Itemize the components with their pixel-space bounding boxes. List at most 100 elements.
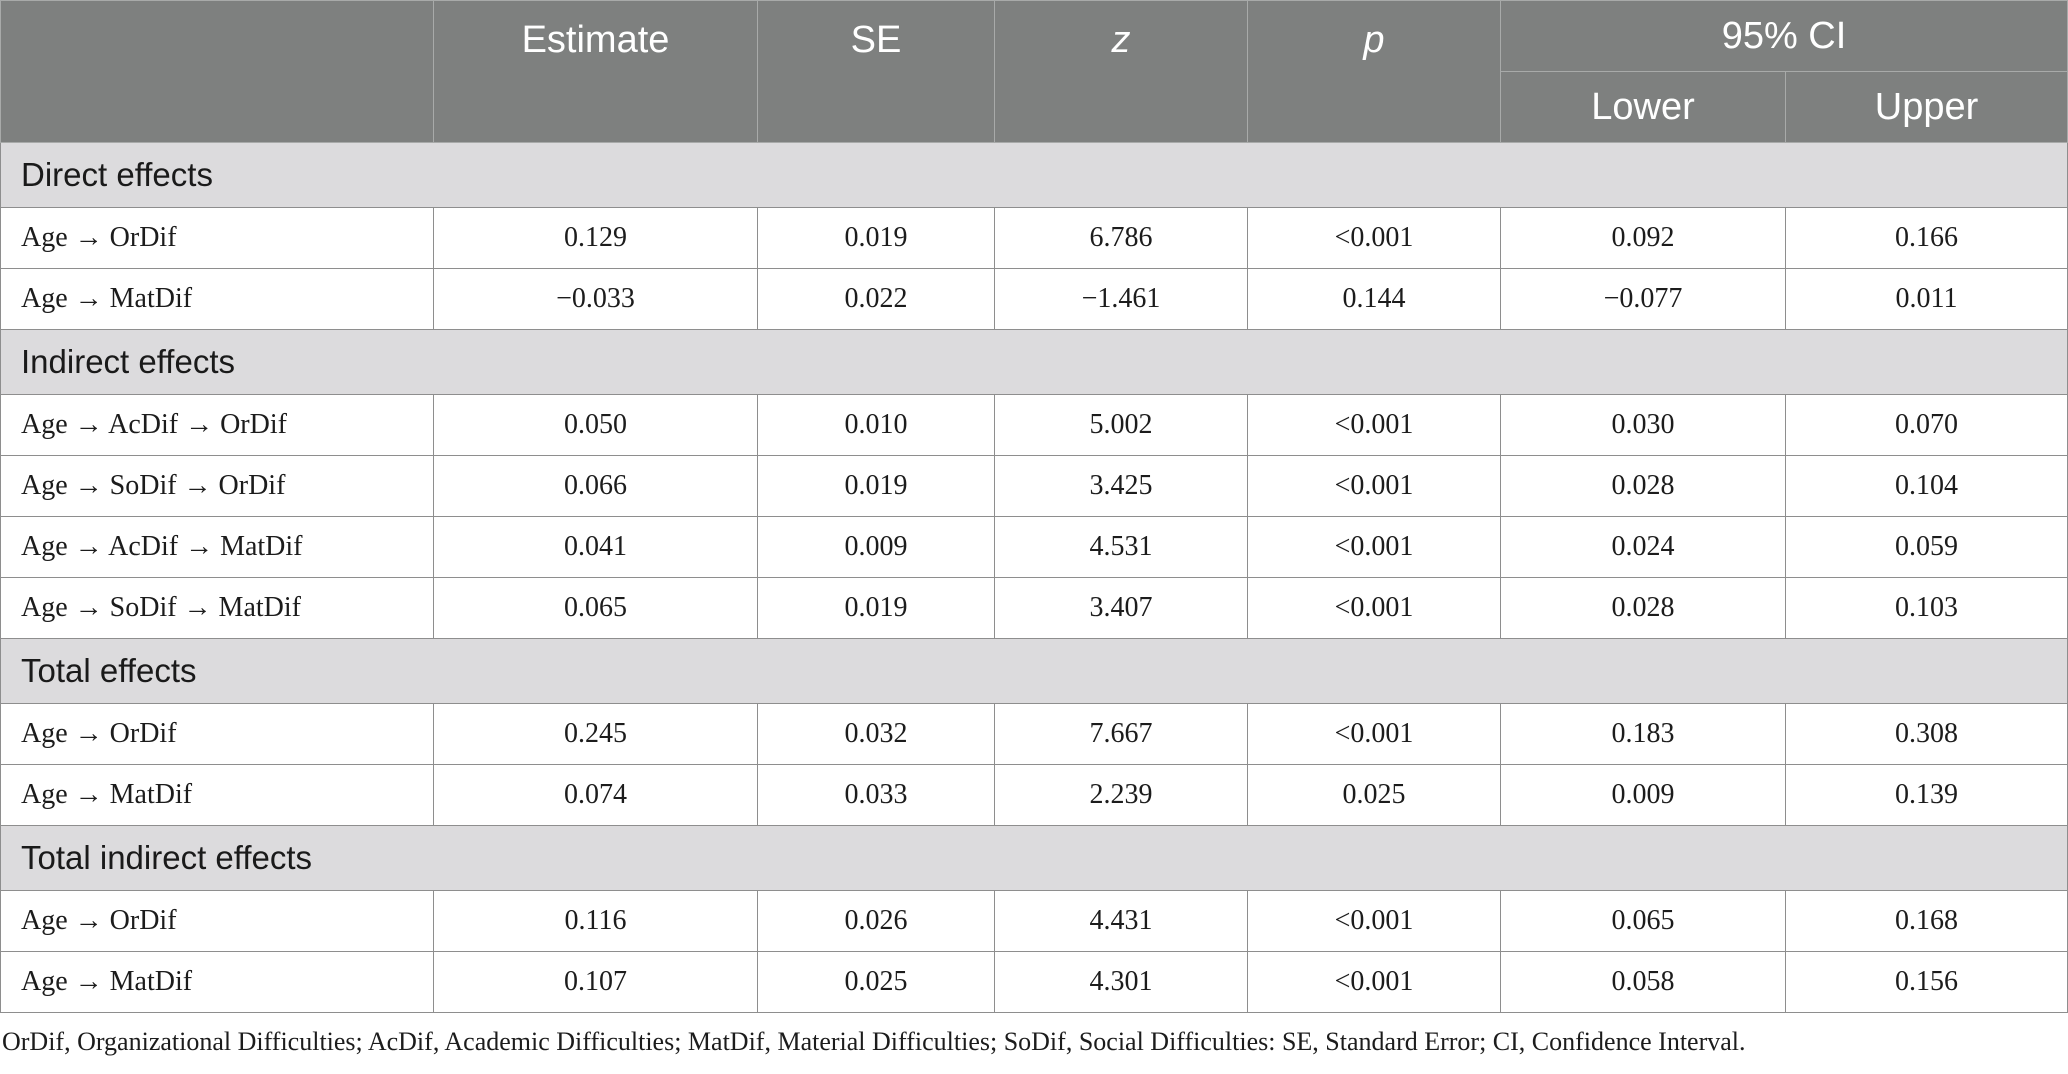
cell-z: 2.239: [994, 764, 1248, 826]
cell-upper: 0.139: [1785, 764, 2068, 826]
cell-lower: −0.077: [1500, 268, 1786, 330]
header-ci-group: 95% CI: [1500, 0, 2068, 72]
cell-upper: 0.070: [1785, 394, 2068, 456]
header-blank-cell: [0, 0, 434, 143]
section-title: Direct effects: [0, 142, 2068, 208]
cell-estimate: 0.050: [433, 394, 758, 456]
row-label: Age → MatDif: [0, 268, 434, 330]
header-se: SE: [757, 0, 995, 143]
table-row: Age → OrDif 0.245 0.032 7.667 <0.001 0.183 0.3…: [0, 703, 2068, 765]
cell-p: 0.144: [1247, 268, 1501, 330]
cell-se: 0.019: [757, 455, 995, 517]
cell-z: 6.786: [994, 207, 1248, 269]
cell-se: 0.032: [757, 703, 995, 765]
row-label: Age → AcDif → MatDif: [0, 516, 434, 578]
section-header-row: Total indirect effects: [0, 825, 2068, 891]
cell-estimate: 0.116: [433, 890, 758, 952]
cell-upper: 0.168: [1785, 890, 2068, 952]
row-label: Age → SoDif → OrDif: [0, 455, 434, 517]
header-ci-upper: Upper: [1785, 71, 2068, 143]
cell-estimate: 0.041: [433, 516, 758, 578]
row-label: Age → OrDif: [0, 703, 434, 765]
cell-se: 0.010: [757, 394, 995, 456]
section-header-row: Total effects: [0, 638, 2068, 704]
cell-lower: 0.009: [1500, 764, 1786, 826]
cell-lower: 0.024: [1500, 516, 1786, 578]
cell-lower: 0.065: [1500, 890, 1786, 952]
table-row: Age → AcDif → OrDif 0.050 0.010 5.002 <0.001…: [0, 394, 2068, 456]
row-label: Age → SoDif → MatDif: [0, 577, 434, 639]
cell-z: 5.002: [994, 394, 1248, 456]
table-row: Age → OrDif 0.116 0.026 4.431 <0.001 0.065 0.1…: [0, 890, 2068, 952]
cell-se: 0.022: [757, 268, 995, 330]
cell-p: <0.001: [1247, 890, 1501, 952]
cell-upper: 0.103: [1785, 577, 2068, 639]
cell-se: 0.025: [757, 951, 995, 1013]
table-row: Age → SoDif → OrDif 0.066 0.019 3.425 <0.001…: [0, 455, 2068, 517]
section-title: Indirect effects: [0, 329, 2068, 395]
section-header-row: Indirect effects: [0, 329, 2068, 395]
cell-p: 0.025: [1247, 764, 1501, 826]
cell-estimate: −0.033: [433, 268, 758, 330]
table-row: Age → AcDif → MatDif 0.041 0.009 4.531 <0.00…: [0, 516, 2068, 578]
cell-p: <0.001: [1247, 207, 1501, 269]
cell-p: <0.001: [1247, 516, 1501, 578]
cell-upper: 0.156: [1785, 951, 2068, 1013]
section-header-row: Direct effects: [0, 142, 2068, 208]
cell-lower: 0.030: [1500, 394, 1786, 456]
cell-upper: 0.308: [1785, 703, 2068, 765]
cell-lower: 0.092: [1500, 207, 1786, 269]
cell-z: −1.461: [994, 268, 1248, 330]
cell-upper: 0.104: [1785, 455, 2068, 517]
cell-se: 0.033: [757, 764, 995, 826]
cell-se: 0.019: [757, 577, 995, 639]
table-footnote: OrDif, Organizational Difficulties; AcDi…: [2, 1027, 1746, 1056]
header-estimate: Estimate: [433, 0, 758, 143]
cell-estimate: 0.074: [433, 764, 758, 826]
header-p: p: [1363, 19, 1385, 61]
cell-se: 0.009: [757, 516, 995, 578]
cell-z: 4.431: [994, 890, 1248, 952]
cell-lower: 0.028: [1500, 455, 1786, 517]
cell-lower: 0.028: [1500, 577, 1786, 639]
cell-upper: 0.011: [1785, 268, 2068, 330]
cell-p: <0.001: [1247, 577, 1501, 639]
cell-z: 4.531: [994, 516, 1248, 578]
cell-p: <0.001: [1247, 951, 1501, 1013]
cell-estimate: 0.065: [433, 577, 758, 639]
cell-se: 0.019: [757, 207, 995, 269]
table-header: Estimate SE z p 95% CI Lower Upper: [0, 0, 2068, 143]
header-ci-lower: Lower: [1500, 71, 1786, 143]
table-body: Direct effects Age → OrDif 0.129 0.019 6.786…: [0, 142, 2068, 1013]
header-p-cell: p: [1247, 0, 1501, 143]
results-table: Estimate SE z p 95% CI Lower Upper Direc…: [0, 0, 2068, 1013]
cell-estimate: 0.129: [433, 207, 758, 269]
cell-upper: 0.059: [1785, 516, 2068, 578]
cell-p: <0.001: [1247, 703, 1501, 765]
row-label: Age → MatDif: [0, 764, 434, 826]
header-row-sub: Lower Upper: [1, 71, 2068, 143]
cell-estimate: 0.245: [433, 703, 758, 765]
cell-upper: 0.166: [1785, 207, 2068, 269]
table-row: Age → OrDif 0.129 0.019 6.786 <0.001 0.092 0.1…: [0, 207, 2068, 269]
cell-estimate: 0.066: [433, 455, 758, 517]
row-label: Age → AcDif → OrDif: [0, 394, 434, 456]
cell-z: 3.407: [994, 577, 1248, 639]
header-row-top: Estimate SE z p 95% CI: [0, 0, 2068, 143]
row-label: Age → MatDif: [0, 951, 434, 1013]
row-label: Age → OrDif: [0, 890, 434, 952]
table-row: Age → SoDif → MatDif 0.065 0.019 3.407 <0.00…: [0, 577, 2068, 639]
header-z: z: [1111, 19, 1131, 61]
header-z-cell: z: [994, 0, 1248, 143]
table-row: Age → MatDif −0.033 0.022 −1.461 0.144 −0.077…: [0, 268, 2068, 330]
cell-estimate: 0.107: [433, 951, 758, 1013]
cell-lower: 0.058: [1500, 951, 1786, 1013]
cell-se: 0.026: [757, 890, 995, 952]
cell-z: 7.667: [994, 703, 1248, 765]
cell-z: 3.425: [994, 455, 1248, 517]
section-title: Total effects: [0, 638, 2068, 704]
section-title: Total indirect effects: [0, 825, 2068, 891]
cell-p: <0.001: [1247, 455, 1501, 517]
cell-p: <0.001: [1247, 394, 1501, 456]
